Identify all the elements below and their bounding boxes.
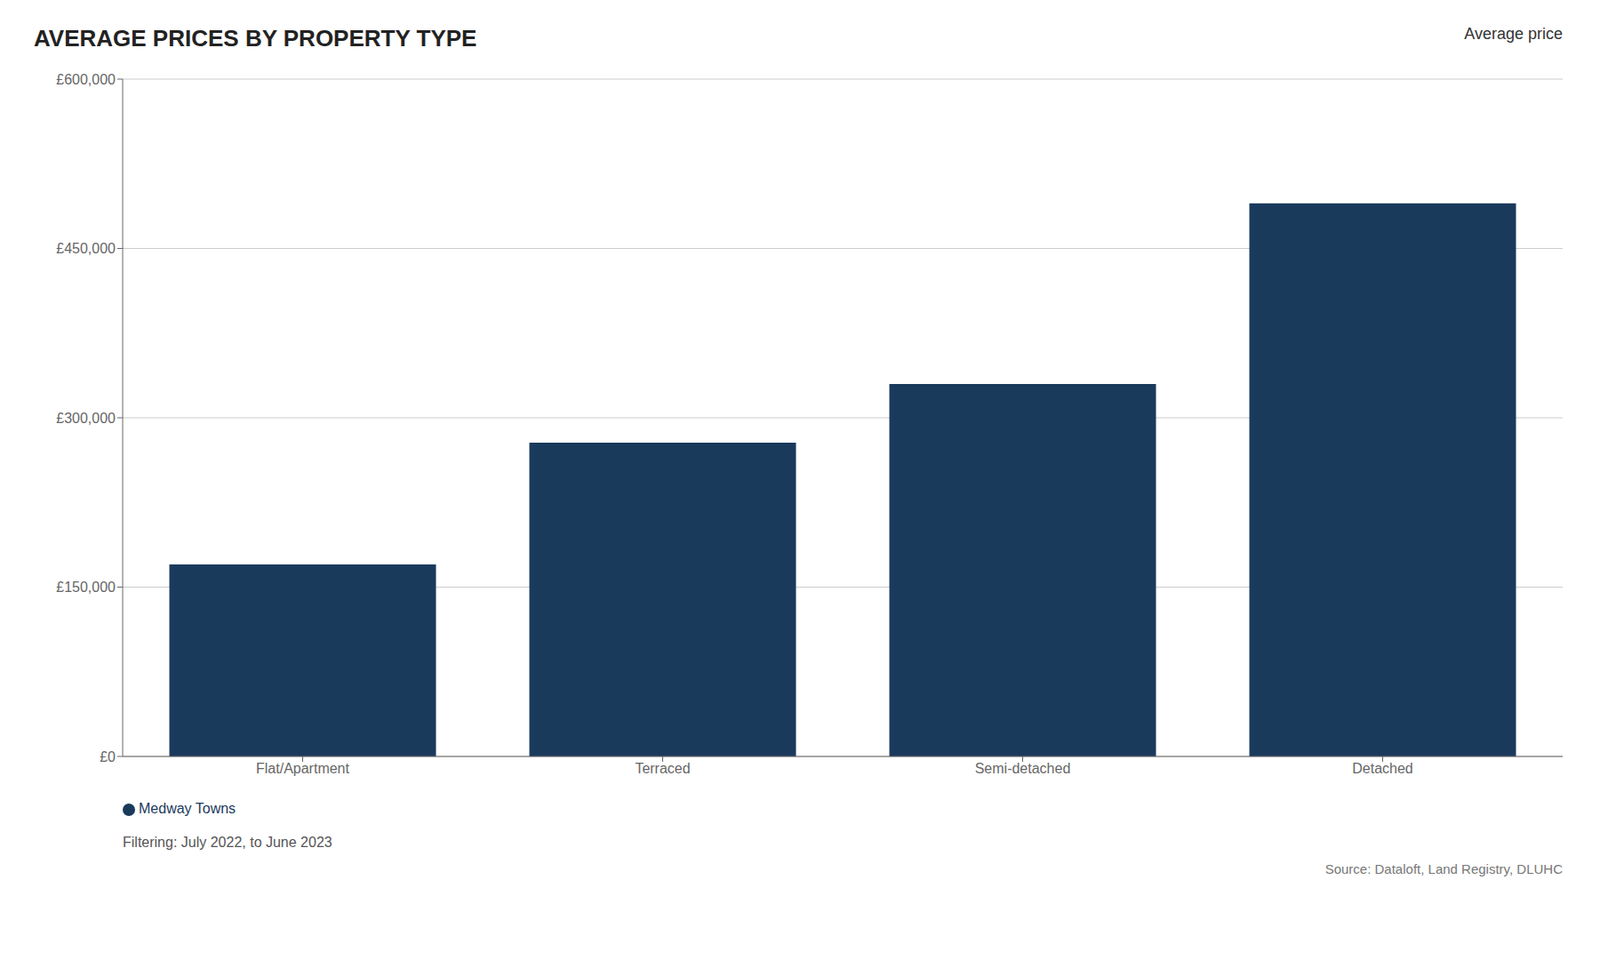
svg-text:£450,000: £450,000	[56, 240, 116, 256]
svg-text:£300,000: £300,000	[56, 410, 116, 426]
svg-text:£150,000: £150,000	[56, 579, 116, 595]
svg-text:Terraced: Terraced	[634, 760, 690, 776]
svg-text:Flat/Apartment: Flat/Apartment	[256, 760, 350, 776]
html-text:Filtering: July 2022, to June: Filtering: July 2022, to June 2023	[122, 834, 333, 850]
svg-text:Detached: Detached	[1352, 760, 1414, 776]
html-text:Source: Dataloft, Land Registr: Source: Dataloft, Land Registry, DLUHC	[1325, 861, 1563, 877]
html-text:Medway Towns: Medway Towns	[138, 800, 236, 816]
svg-text:£600,000: £600,000	[56, 72, 116, 88]
html-text:Average price: Average price	[1464, 24, 1563, 43]
svg-text:£0: £0	[99, 749, 116, 765]
svg-text:Semi-detached: Semi-detached	[975, 760, 1072, 776]
html-text:AVERAGE PRICES BY PROPERTY TYP: AVERAGE PRICES BY PROPERTY TYPE	[33, 24, 477, 52]
